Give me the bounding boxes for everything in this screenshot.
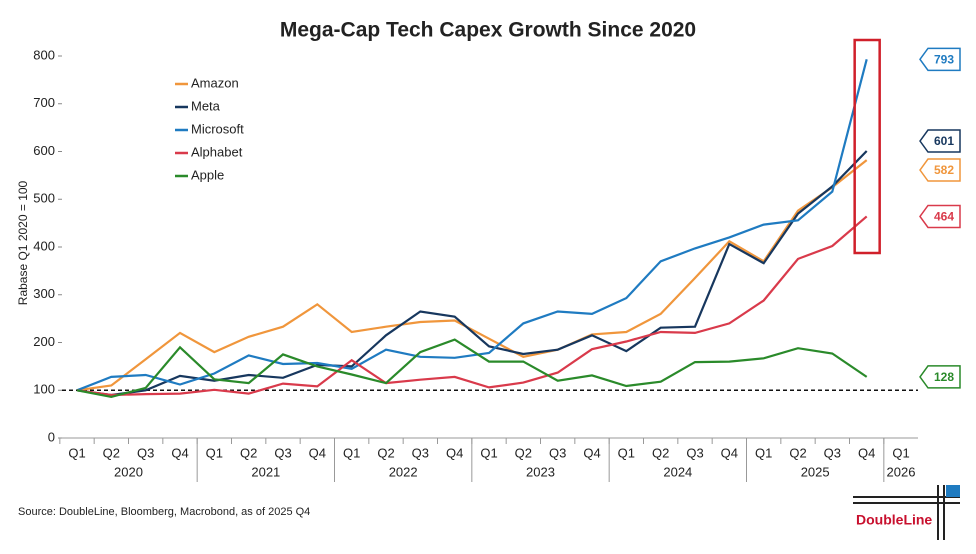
end-label: 601 bbox=[934, 134, 954, 148]
y-tick-label: 300 bbox=[33, 286, 55, 301]
x-tick-label: Q1 bbox=[892, 445, 909, 460]
series-line bbox=[76, 338, 868, 399]
x-tick-label: Q2 bbox=[103, 445, 120, 460]
end-label-box bbox=[919, 158, 961, 182]
legend-label: Amazon bbox=[191, 75, 239, 90]
logo-text: DoubleLine bbox=[856, 512, 932, 528]
x-tick-label: Q2 bbox=[240, 445, 257, 460]
legend-label: Alphabet bbox=[191, 144, 243, 159]
x-tick-label: Q3 bbox=[686, 445, 703, 460]
x-tick-label: Q4 bbox=[858, 445, 875, 460]
y-tick-label: 400 bbox=[33, 238, 55, 253]
y-axis-label: Rabase Q1 2020 = 100 bbox=[16, 180, 30, 305]
x-tick-label: Q4 bbox=[446, 445, 463, 460]
x-tick-label: Q1 bbox=[618, 445, 635, 460]
y-tick-label: 600 bbox=[33, 143, 55, 158]
y-tick-label: 500 bbox=[33, 191, 55, 206]
y-tick-label: 700 bbox=[33, 95, 55, 110]
logo: DoubleLine bbox=[853, 485, 960, 540]
x-tick-label: Q2 bbox=[377, 445, 394, 460]
x-tick-label: Q1 bbox=[755, 445, 772, 460]
y-tick-label: 200 bbox=[33, 334, 55, 349]
series-line bbox=[76, 159, 868, 392]
chart-title: Mega-Cap Tech Capex Growth Since 2020 bbox=[280, 19, 696, 42]
year-label: 2024 bbox=[663, 464, 692, 479]
x-tick-label: Q2 bbox=[515, 445, 532, 460]
series-line bbox=[76, 150, 868, 397]
source-note: Source: DoubleLine, Bloomberg, Macrobond… bbox=[18, 506, 310, 518]
year-label: 2023 bbox=[526, 464, 555, 479]
year-label: 2021 bbox=[251, 464, 280, 479]
end-label-box bbox=[919, 365, 961, 389]
y-tick-label: 0 bbox=[48, 429, 55, 444]
end-label-box bbox=[919, 204, 961, 229]
year-label: 2020 bbox=[114, 464, 143, 479]
x-tick-label: Q1 bbox=[343, 445, 360, 460]
x-tick-label: Q4 bbox=[171, 445, 188, 460]
x-tick-label: Q4 bbox=[583, 445, 600, 460]
year-label: 2022 bbox=[389, 464, 418, 479]
series-line bbox=[76, 215, 868, 397]
end-label: 582 bbox=[934, 163, 954, 177]
legend-label: Meta bbox=[191, 98, 221, 113]
x-tick-label: Q2 bbox=[652, 445, 669, 460]
x-tick-label: Q3 bbox=[412, 445, 429, 460]
year-label: 2026 bbox=[887, 464, 916, 479]
y-tick-label: 100 bbox=[33, 382, 55, 397]
end-label-box bbox=[919, 47, 961, 72]
legend-label: Apple bbox=[191, 167, 224, 182]
end-label: 464 bbox=[934, 210, 954, 224]
end-label: 128 bbox=[934, 370, 954, 384]
end-label-box bbox=[919, 129, 961, 153]
x-tick-label: Q1 bbox=[206, 445, 223, 460]
x-tick-label: Q1 bbox=[68, 445, 85, 460]
legend-label: Microsoft bbox=[191, 121, 244, 136]
x-tick-label: Q2 bbox=[789, 445, 806, 460]
year-label: 2025 bbox=[801, 464, 830, 479]
x-tick-label: Q3 bbox=[137, 445, 154, 460]
highlight-box bbox=[853, 38, 881, 255]
x-tick-label: Q1 bbox=[480, 445, 497, 460]
end-label: 793 bbox=[934, 53, 954, 67]
x-tick-label: Q3 bbox=[549, 445, 566, 460]
y-tick-label: 800 bbox=[33, 47, 55, 62]
x-tick-label: Q3 bbox=[274, 445, 291, 460]
x-tick-label: Q4 bbox=[309, 445, 326, 460]
x-tick-label: Q3 bbox=[824, 445, 841, 460]
x-tick-label: Q4 bbox=[721, 445, 738, 460]
